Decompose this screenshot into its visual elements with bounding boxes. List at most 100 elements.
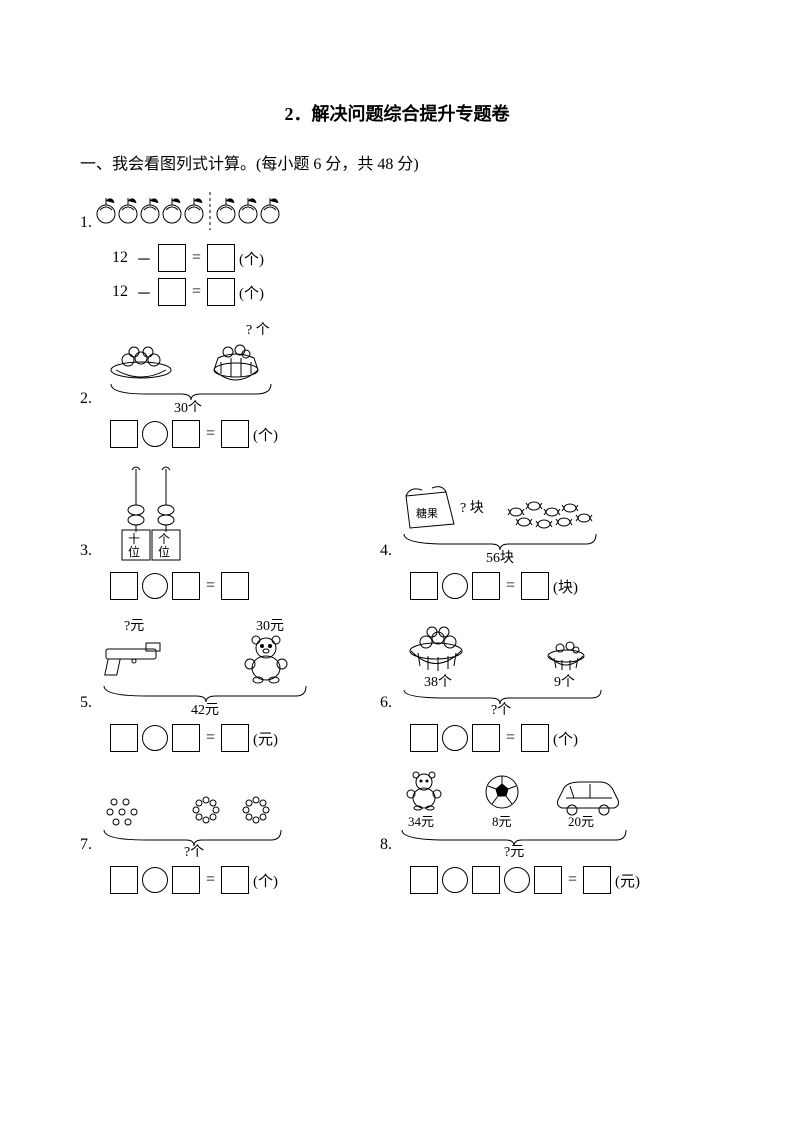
equation-line: = (元) <box>408 866 640 894</box>
svg-text:?个: ?个 <box>184 844 204 858</box>
apples-figure <box>96 190 296 236</box>
problem-number: 8. <box>380 836 392 858</box>
svg-text:?元: ?元 <box>504 845 524 858</box>
blank-box[interactable] <box>410 724 438 752</box>
unit-label: (个) <box>239 282 264 303</box>
blank-box[interactable] <box>221 420 249 448</box>
blank-box[interactable] <box>221 866 249 894</box>
blank-box[interactable] <box>410 866 438 894</box>
svg-text:30个: 30个 <box>174 400 202 412</box>
problem-number: 1. <box>80 214 92 236</box>
svg-text:34元: 34元 <box>408 814 434 829</box>
blank-box[interactable] <box>221 572 249 600</box>
op-circle[interactable] <box>142 421 168 447</box>
blank-box[interactable] <box>207 278 235 306</box>
equals-sign: = <box>568 871 577 889</box>
equals-sign: = <box>206 577 215 595</box>
equals-sign: = <box>506 577 515 595</box>
blank-box[interactable] <box>534 866 562 894</box>
equation-line: 12 － = (个) <box>108 278 714 306</box>
blank-box[interactable] <box>158 278 186 306</box>
problem-number: 3. <box>80 542 92 564</box>
dots-rings-figure: ?个 <box>96 788 316 858</box>
blank-box[interactable] <box>472 866 500 894</box>
baskets-figure: ? 个 30个 <box>96 322 296 412</box>
blank-box[interactable] <box>110 420 138 448</box>
problem-7: 7. <box>80 788 340 858</box>
value-12: 12 <box>112 283 128 301</box>
problem-number: 6. <box>380 694 392 716</box>
minus-sign: － <box>136 246 152 270</box>
blank-box[interactable] <box>472 572 500 600</box>
op-circle[interactable] <box>504 867 530 893</box>
blank-box[interactable] <box>110 866 138 894</box>
svg-text:十: 十 <box>128 532 140 546</box>
svg-text:?个: ?个 <box>491 702 511 716</box>
svg-text:38个: 38个 <box>424 674 452 690</box>
blank-box[interactable] <box>521 572 549 600</box>
blank-box[interactable] <box>158 244 186 272</box>
equals-sign: = <box>206 871 215 889</box>
op-circle[interactable] <box>142 867 168 893</box>
svg-text:30元: 30元 <box>256 619 284 634</box>
blank-box[interactable] <box>172 420 200 448</box>
problem-8: 8. 34元 <box>380 768 640 858</box>
equals-sign: = <box>192 249 201 267</box>
op-circle[interactable] <box>142 725 168 751</box>
equation-line: = (个) <box>108 866 340 894</box>
gun-bear-figure: ?元 30元 <box>96 616 316 716</box>
op-circle[interactable] <box>442 867 468 893</box>
equation-line: = (元) <box>108 724 340 752</box>
blank-box[interactable] <box>207 244 235 272</box>
svg-text:个: 个 <box>158 532 170 546</box>
blank-box[interactable] <box>110 724 138 752</box>
blank-box[interactable] <box>521 724 549 752</box>
blank-box[interactable] <box>410 572 438 600</box>
svg-text:20元: 20元 <box>568 814 594 829</box>
problem-3: 3. <box>80 464 340 564</box>
blank-box[interactable] <box>583 866 611 894</box>
unit-label: (个) <box>253 424 278 445</box>
two-baskets-figure: 38个 9个 ?个 <box>396 616 616 716</box>
problem-number: 7. <box>80 836 92 858</box>
blank-box[interactable] <box>472 724 500 752</box>
unit-label: (元) <box>253 728 278 749</box>
svg-text:9个: 9个 <box>554 674 575 690</box>
problem-number: 2. <box>80 390 92 412</box>
op-circle[interactable] <box>142 573 168 599</box>
problem-number: 5. <box>80 694 92 716</box>
svg-text:56块: 56块 <box>486 550 514 564</box>
svg-text:8元: 8元 <box>492 814 512 829</box>
value-12: 12 <box>112 249 128 267</box>
candy-figure: 糖果 ? 块 <box>396 484 626 564</box>
equation-line: = (块) <box>408 572 640 600</box>
svg-text:糖果: 糖果 <box>416 506 438 520</box>
equals-sign: = <box>206 425 215 443</box>
svg-text:位: 位 <box>128 544 140 559</box>
unit-label: (元) <box>615 870 640 891</box>
blank-box[interactable] <box>172 572 200 600</box>
bear-ball-car-figure: 34元 8元 <box>396 768 636 858</box>
problem-5: 5. ?元 30元 <box>80 616 340 716</box>
problem-1: 1. <box>80 190 714 236</box>
svg-text:? 个: ? 个 <box>246 322 270 338</box>
section-header: 一、我会看图列式计算。(每小题 6 分，共 48 分) <box>80 150 714 174</box>
svg-text:位: 位 <box>158 544 170 559</box>
blank-box[interactable] <box>110 572 138 600</box>
abacus-figure: 十 位 个 位 <box>96 464 206 564</box>
unit-label: (个) <box>239 248 264 269</box>
equation-line: = <box>108 572 340 600</box>
page-title: 2．解决问题综合提升专题卷 <box>80 100 714 126</box>
svg-text:42元: 42元 <box>191 703 219 716</box>
unit-label: (个) <box>553 728 578 749</box>
minus-sign: － <box>136 280 152 304</box>
blank-box[interactable] <box>221 724 249 752</box>
blank-box[interactable] <box>172 866 200 894</box>
op-circle[interactable] <box>442 573 468 599</box>
equation-line: = (个) <box>408 724 640 752</box>
problem-2: 2. ? 个 <box>80 322 714 412</box>
svg-text:? 块: ? 块 <box>460 500 484 516</box>
op-circle[interactable] <box>442 725 468 751</box>
blank-box[interactable] <box>172 724 200 752</box>
equals-sign: = <box>192 283 201 301</box>
